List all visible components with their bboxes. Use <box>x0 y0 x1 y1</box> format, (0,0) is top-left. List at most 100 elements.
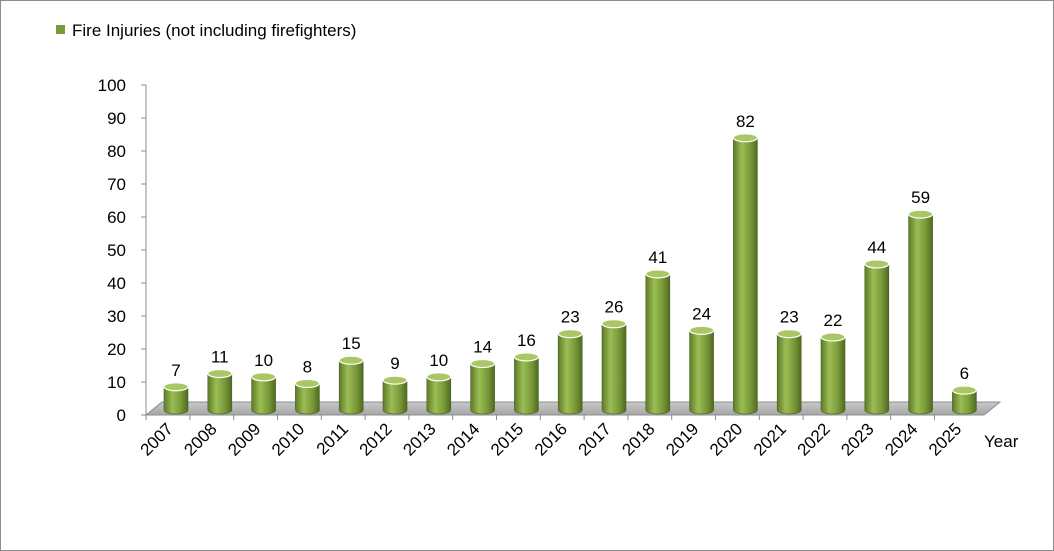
x-tick-label: 2020 <box>706 419 746 459</box>
bar-body <box>733 137 758 415</box>
bar-top <box>470 358 496 369</box>
bar-body <box>776 333 802 415</box>
bar-2022: 22 <box>820 311 846 415</box>
bar-top <box>513 352 540 362</box>
bar-2018: 41 <box>645 248 671 415</box>
x-tick-label: 2015 <box>487 419 527 459</box>
x-tick-label: 2012 <box>356 419 396 459</box>
bar-top <box>338 355 364 365</box>
bars: 7 11 10 8 15 9 10 14 16 23 26 41 24 82 23 22 44 59 6 <box>163 112 978 415</box>
bar-top <box>557 329 583 339</box>
y-tick-label: 20 <box>107 340 126 359</box>
x-tick-label: 2025 <box>925 419 965 459</box>
bar-top <box>382 375 408 385</box>
data-label: 8 <box>303 357 312 376</box>
x-tick-label: 2019 <box>662 419 702 459</box>
bar-body <box>514 356 539 415</box>
bar-2011: 15 <box>338 334 364 415</box>
bar-top <box>294 378 320 389</box>
data-label: 10 <box>254 351 273 370</box>
bar-2014: 14 <box>470 338 496 415</box>
bar-2025: 6 <box>951 364 978 415</box>
bar-body <box>601 323 627 415</box>
x-tick-label: 2008 <box>180 419 220 459</box>
bar-2021: 23 <box>776 308 802 415</box>
data-label: 9 <box>390 354 399 373</box>
bar-body <box>952 389 977 415</box>
bar-top <box>732 133 759 143</box>
bar-top <box>864 259 890 269</box>
bar-body <box>470 363 495 415</box>
bar-top <box>907 209 934 219</box>
y-tick-label: 30 <box>107 307 126 326</box>
bar-body <box>557 333 583 415</box>
bar-2020: 82 <box>732 112 759 415</box>
data-label: 23 <box>780 308 799 327</box>
y-tick-label: 70 <box>107 175 126 194</box>
bar-body <box>689 330 714 415</box>
x-tick-label: 2017 <box>575 419 615 459</box>
bar-2019: 24 <box>688 304 715 415</box>
bar-top <box>163 382 189 392</box>
bar-2012: 9 <box>382 354 408 415</box>
x-tick-label: 2007 <box>137 419 177 459</box>
data-label: 22 <box>824 311 843 330</box>
y-tick-label: 0 <box>117 406 126 425</box>
bar-body <box>426 376 452 415</box>
data-label: 6 <box>960 364 969 383</box>
y-tick-label: 100 <box>98 76 126 95</box>
bar-2008: 11 <box>207 347 233 415</box>
bar-body <box>864 263 890 415</box>
bar-body <box>207 373 233 415</box>
data-label: 15 <box>342 334 361 353</box>
bar-top <box>776 329 802 339</box>
bar-top <box>426 372 452 382</box>
bar-2007: 7 <box>163 361 189 415</box>
data-label: 7 <box>171 361 180 380</box>
x-tick-label: 2009 <box>224 419 264 459</box>
bar-top <box>951 385 978 395</box>
bar-2015: 16 <box>513 331 540 415</box>
y-tick-label: 50 <box>107 241 126 260</box>
bar-body <box>820 336 846 415</box>
bar-2023: 44 <box>864 238 890 415</box>
bar-body <box>382 379 408 415</box>
data-label: 14 <box>473 338 492 357</box>
x-axis-title: Year <box>984 432 1019 451</box>
bar-body <box>295 383 320 415</box>
data-label: 41 <box>648 248 667 267</box>
bar-2009: 10 <box>251 351 277 415</box>
y-tick-label: 80 <box>107 142 126 161</box>
bar-2024: 59 <box>907 188 934 415</box>
x-tick-label: 2024 <box>881 419 921 459</box>
x-tick-label: 2022 <box>794 419 834 459</box>
data-label: 59 <box>911 188 930 207</box>
y-tick-label: 90 <box>107 109 126 128</box>
data-label: 24 <box>692 304 711 323</box>
bar-2016: 23 <box>557 308 583 415</box>
legend-label: Fire Injuries (not including firefighter… <box>72 21 356 40</box>
bar-body <box>338 359 364 415</box>
x-tick-label: 2010 <box>268 419 308 459</box>
bar-2010: 8 <box>294 357 320 415</box>
bar-top <box>820 332 846 342</box>
data-label: 82 <box>736 112 755 131</box>
bar-top <box>688 325 715 335</box>
x-tick-label: 2018 <box>618 419 658 459</box>
data-label: 11 <box>211 347 229 366</box>
bar-body <box>251 376 276 415</box>
x-axis-ticks: 2007 2008 2009 2010 2011 2012 2013 2014 2015 2016… <box>137 415 965 460</box>
bar-body <box>163 386 189 415</box>
data-label: 44 <box>867 238 886 257</box>
data-label: 10 <box>429 351 448 370</box>
bar-body <box>645 273 671 415</box>
bar-top <box>601 319 627 329</box>
data-label: 16 <box>517 331 536 350</box>
legend-swatch <box>56 25 65 34</box>
y-axis-ticks: 0 10 20 30 40 50 60 70 80 90 100 <box>98 76 146 425</box>
y-tick-label: 10 <box>107 373 126 392</box>
data-label: 23 <box>561 308 580 327</box>
x-tick-label: 2014 <box>443 419 483 459</box>
bar-top <box>645 269 671 279</box>
